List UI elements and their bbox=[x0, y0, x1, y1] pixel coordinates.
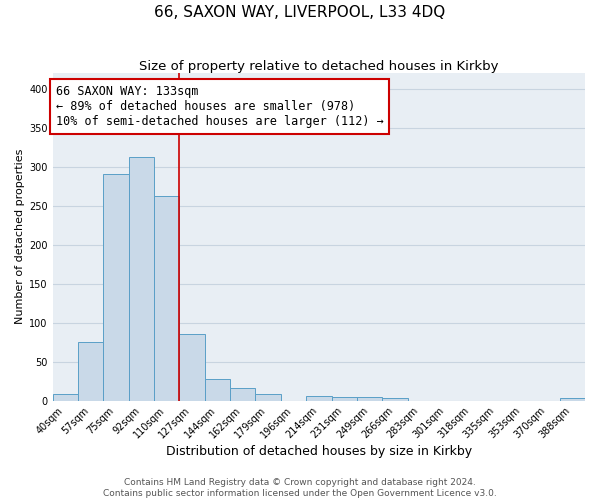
Text: 66, SAXON WAY, LIVERPOOL, L33 4DQ: 66, SAXON WAY, LIVERPOOL, L33 4DQ bbox=[154, 5, 446, 20]
Title: Size of property relative to detached houses in Kirkby: Size of property relative to detached ho… bbox=[139, 60, 499, 73]
Bar bbox=[53, 394, 78, 400]
Bar bbox=[78, 342, 103, 400]
Text: 66 SAXON WAY: 133sqm
← 89% of detached houses are smaller (978)
10% of semi-deta: 66 SAXON WAY: 133sqm ← 89% of detached h… bbox=[56, 84, 383, 128]
Text: Contains HM Land Registry data © Crown copyright and database right 2024.
Contai: Contains HM Land Registry data © Crown c… bbox=[103, 478, 497, 498]
X-axis label: Distribution of detached houses by size in Kirkby: Distribution of detached houses by size … bbox=[166, 444, 472, 458]
Bar bbox=[332, 396, 357, 400]
Bar bbox=[230, 388, 256, 400]
Bar bbox=[179, 334, 205, 400]
Bar bbox=[154, 196, 179, 400]
Y-axis label: Number of detached properties: Number of detached properties bbox=[15, 149, 25, 324]
Bar bbox=[357, 398, 382, 400]
Bar bbox=[129, 157, 154, 400]
Bar bbox=[256, 394, 281, 400]
Bar bbox=[205, 378, 230, 400]
Bar bbox=[560, 398, 585, 400]
Bar bbox=[382, 398, 407, 400]
Bar bbox=[103, 174, 129, 400]
Bar bbox=[306, 396, 332, 400]
